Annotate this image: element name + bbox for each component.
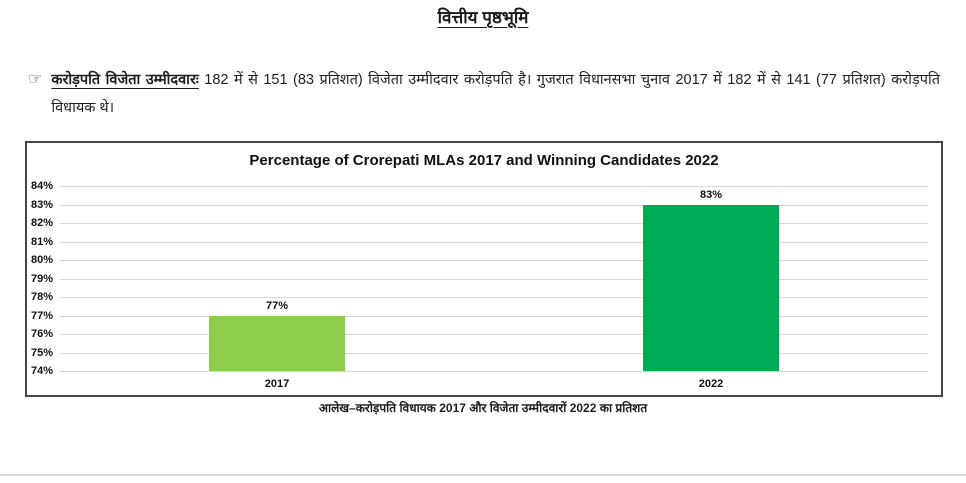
gridline: [60, 186, 928, 187]
x-category-label: 2022: [698, 378, 724, 390]
chart-title: Percentage of Crorepati MLAs 2017 and Wi…: [249, 152, 719, 169]
y-tick-label: 78%: [31, 291, 54, 303]
chart-plot-area: 74% 75% 76% 77% 78% 79% 80% 81% 82% 83% 84% 77% 2017…: [31, 180, 928, 390]
y-tick-label: 75%: [31, 346, 54, 359]
bar-value-label: 83%: [699, 188, 723, 201]
bullet-paragraph: ☞ करोड़पति विजेता उम्मीदवारः 182 में से …: [28, 66, 940, 122]
bullet-text: करोड़पति विजेता उम्मीदवारः 182 में से 15…: [51, 66, 940, 122]
gridline: [60, 260, 928, 261]
gridline: [60, 371, 928, 372]
gridline: [60, 241, 928, 243]
y-tick-label: 76%: [31, 328, 54, 340]
y-tick-label: 84%: [31, 180, 54, 192]
y-tick-label: 83%: [31, 198, 54, 211]
gridline: [60, 278, 928, 280]
page-title: वित्तीय पृष्ठभूमि: [437, 8, 529, 27]
bar-value-label: 77%: [265, 299, 289, 312]
gridline: [60, 334, 928, 335]
y-tick-label: 82%: [31, 217, 54, 229]
y-tick-label: 81%: [31, 235, 54, 248]
gridline: [60, 352, 928, 354]
gridline: [60, 315, 928, 317]
bullet-lead: करोड़पति विजेता उम्मीदवारः: [51, 72, 199, 88]
bar-2022: [643, 204, 779, 371]
y-tick-label: 79%: [31, 272, 54, 285]
x-category-label: 2017: [264, 378, 290, 390]
bar-2017: [209, 315, 345, 371]
bullet-body: 182 में से 151 (83 प्रतिशत) विजेता उम्मी…: [51, 72, 940, 116]
y-tick-label: 80%: [31, 254, 54, 266]
gridline: [60, 297, 928, 298]
page-bottom-divider: [0, 474, 966, 476]
y-tick-label: 77%: [31, 309, 54, 322]
chart-caption: आलेख–करोड़पति विधायक 2017 और विजेता उम्म…: [318, 401, 648, 415]
gridline: [60, 223, 928, 224]
bar-chart: Percentage of Crorepati MLAs 2017 and Wi…: [25, 141, 943, 397]
pointing-hand-icon: ☞: [28, 71, 43, 88]
y-tick-label: 74%: [31, 365, 54, 377]
gridline: [60, 204, 928, 206]
